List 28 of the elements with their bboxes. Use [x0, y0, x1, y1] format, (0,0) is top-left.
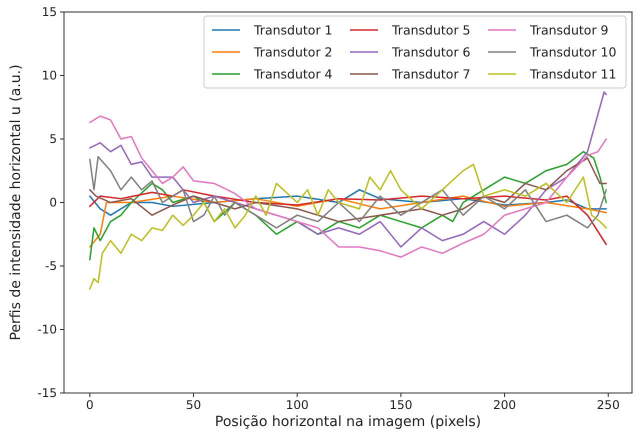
y-tick-label: 15 [42, 5, 57, 20]
x-tick-label: 250 [596, 398, 620, 412]
line-series [89, 115, 607, 258]
x-tick-label: 150 [389, 398, 412, 412]
legend-label: Transdutor 7 [391, 66, 471, 82]
y-tick-label: -15 [37, 386, 57, 400]
legend-label: Transdutor 4 [253, 66, 333, 82]
line-series [89, 164, 607, 290]
x-tick-label: 50 [186, 398, 202, 412]
legend-label: Transdutor 6 [391, 44, 471, 60]
y-tick-label: 10 [42, 68, 57, 83]
y-tick-label: -10 [37, 322, 57, 337]
x-tick-label: 200 [493, 398, 516, 412]
legend-label: Transdutor 5 [391, 22, 471, 38]
y-axis-title: Perfis de intensidade horizontal u (a.u.) [8, 64, 24, 341]
legend-label: Transdutor 11 [529, 66, 616, 82]
legend-label: Transdutor 10 [529, 44, 617, 60]
legend-label: Transdutor 1 [253, 22, 333, 38]
line-series [89, 150, 607, 260]
line-series [89, 91, 607, 248]
legend-label: Transdutor 9 [529, 22, 609, 38]
y-tick-label: 5 [49, 132, 57, 146]
y-tick-label: 0 [49, 196, 57, 210]
legend-label: Transdutor 2 [253, 44, 333, 60]
x-tick-label: 0 [86, 398, 94, 412]
y-tick-label: -5 [45, 259, 57, 274]
x-tick-label: 100 [286, 398, 309, 412]
x-axis-title: Posição horizontal na imagem (pixels) [214, 414, 482, 430]
